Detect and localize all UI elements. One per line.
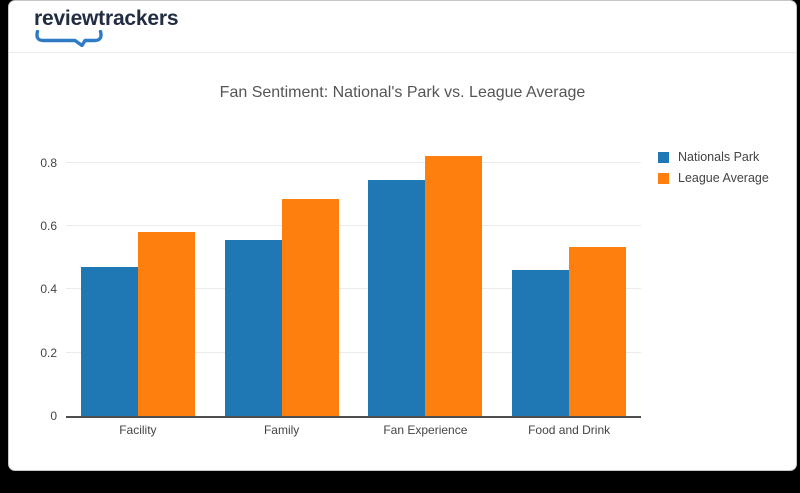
bar-layer bbox=[66, 141, 641, 416]
chart-card: reviewtrackers Fan Sentiment: National's… bbox=[8, 0, 797, 471]
legend-item[interactable]: Nationals Park bbox=[658, 150, 769, 164]
legend-label: Nationals Park bbox=[678, 150, 760, 164]
bar-group-family bbox=[224, 199, 339, 416]
x-category-label: Fan Experience bbox=[383, 423, 468, 437]
y-tick-label: 0.4 bbox=[40, 282, 57, 297]
reviewtrackers-logo[interactable]: reviewtrackers bbox=[34, 7, 179, 47]
bar[interactable] bbox=[80, 267, 138, 416]
legend: Nationals Park League Average bbox=[658, 150, 769, 192]
legend-swatch-icon bbox=[658, 172, 669, 184]
y-tick-label: 0.2 bbox=[40, 345, 57, 360]
bar[interactable] bbox=[224, 240, 282, 416]
bar-group-fan-experience bbox=[368, 156, 483, 416]
x-axis-labels: Facility Family Fan Experience Food and Dri… bbox=[66, 423, 641, 437]
legend-swatch-icon bbox=[658, 151, 669, 163]
bar[interactable] bbox=[569, 246, 627, 416]
category-slot bbox=[354, 141, 498, 416]
category-slot bbox=[210, 141, 354, 416]
gridline-y-0.6 bbox=[66, 225, 641, 227]
bar[interactable] bbox=[512, 270, 570, 416]
category-slot bbox=[66, 141, 210, 416]
gridline-y-0.2 bbox=[66, 351, 641, 353]
speech-bubble-underline-icon bbox=[35, 30, 103, 47]
bar[interactable] bbox=[281, 199, 339, 416]
bar[interactable] bbox=[425, 156, 483, 416]
chart-title: Fan Sentiment: National's Park vs. Leagu… bbox=[219, 84, 586, 101]
gridline-y-0.4 bbox=[66, 288, 641, 290]
legend-item[interactable]: League Average bbox=[658, 171, 769, 185]
header: reviewtrackers bbox=[9, 1, 796, 53]
bar-group-food-and-drink bbox=[512, 246, 627, 416]
gridline-y-0.8 bbox=[66, 161, 641, 163]
y-tick-label: 0.8 bbox=[40, 155, 57, 170]
category-slot bbox=[497, 141, 641, 416]
bar[interactable] bbox=[368, 180, 426, 416]
plot-area: 0 0.2 0.4 0.6 0.8 Facility Family Fan Experien… bbox=[40, 141, 641, 437]
bar-group-facility bbox=[80, 232, 195, 416]
bar[interactable] bbox=[137, 232, 195, 416]
x-category-label: Facility bbox=[119, 423, 157, 437]
y-tick-label: 0.6 bbox=[40, 219, 57, 234]
x-category-label: Food and Drink bbox=[528, 423, 611, 437]
y-tick-label: 0 bbox=[50, 409, 57, 423]
x-category-label: Family bbox=[263, 423, 300, 437]
logo-wordmark: reviewtrackers bbox=[34, 7, 179, 30]
legend-label: League Average bbox=[678, 171, 769, 185]
